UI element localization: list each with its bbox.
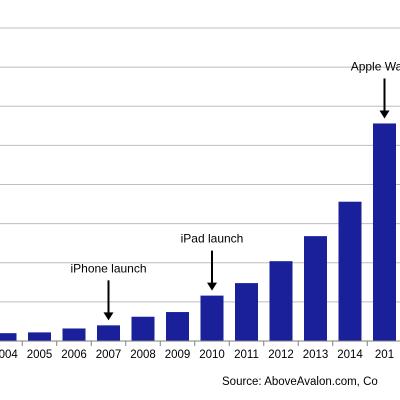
x-tick-labels: 2004 2005 2006 2007 2008 2009 2010 2011 2012 2013…	[0, 349, 394, 361]
x-tick-label: 2011	[234, 349, 259, 361]
annotation-arrow-head	[379, 110, 390, 119]
annotation-label: iPad launch	[181, 232, 244, 246]
x-tick-label: 2004	[0, 349, 18, 361]
x-tick-label: 201	[375, 349, 394, 361]
bar	[97, 325, 120, 341]
x-tick-label: 2014	[337, 349, 363, 361]
bar	[62, 328, 86, 341]
x-tick-label: 2013	[303, 349, 329, 361]
bar	[0, 333, 17, 341]
x-tick-label: 2006	[61, 349, 87, 361]
x-tick-label: 2012	[268, 349, 294, 361]
x-tick-label: 2005	[27, 349, 53, 361]
source-label: Source: AboveAvalon.com, Co	[222, 376, 378, 388]
bar	[28, 332, 51, 341]
bar	[373, 123, 396, 341]
bar	[166, 312, 189, 341]
x-tick-marks	[21, 341, 368, 346]
bar	[304, 236, 327, 341]
gridlines	[0, 27, 400, 303]
bar	[200, 295, 224, 341]
annotation-arrow-head	[103, 312, 114, 321]
annotation-label: Apple Watch	[351, 59, 400, 73]
bar	[338, 201, 362, 341]
annotation-arrow-head	[207, 282, 217, 291]
x-tick-label: 2009	[165, 349, 191, 361]
bar	[131, 316, 155, 341]
bar	[235, 283, 258, 341]
x-tick-label: 2010	[199, 349, 225, 361]
x-tick-label: 2008	[130, 349, 156, 361]
bar-series	[0, 123, 396, 341]
x-tick-label: 2007	[96, 349, 122, 361]
annotations: iPhone launch iPad launch Apple Watch	[70, 59, 400, 321]
bar	[269, 261, 293, 341]
annotation-label: iPhone launch	[70, 261, 146, 275]
